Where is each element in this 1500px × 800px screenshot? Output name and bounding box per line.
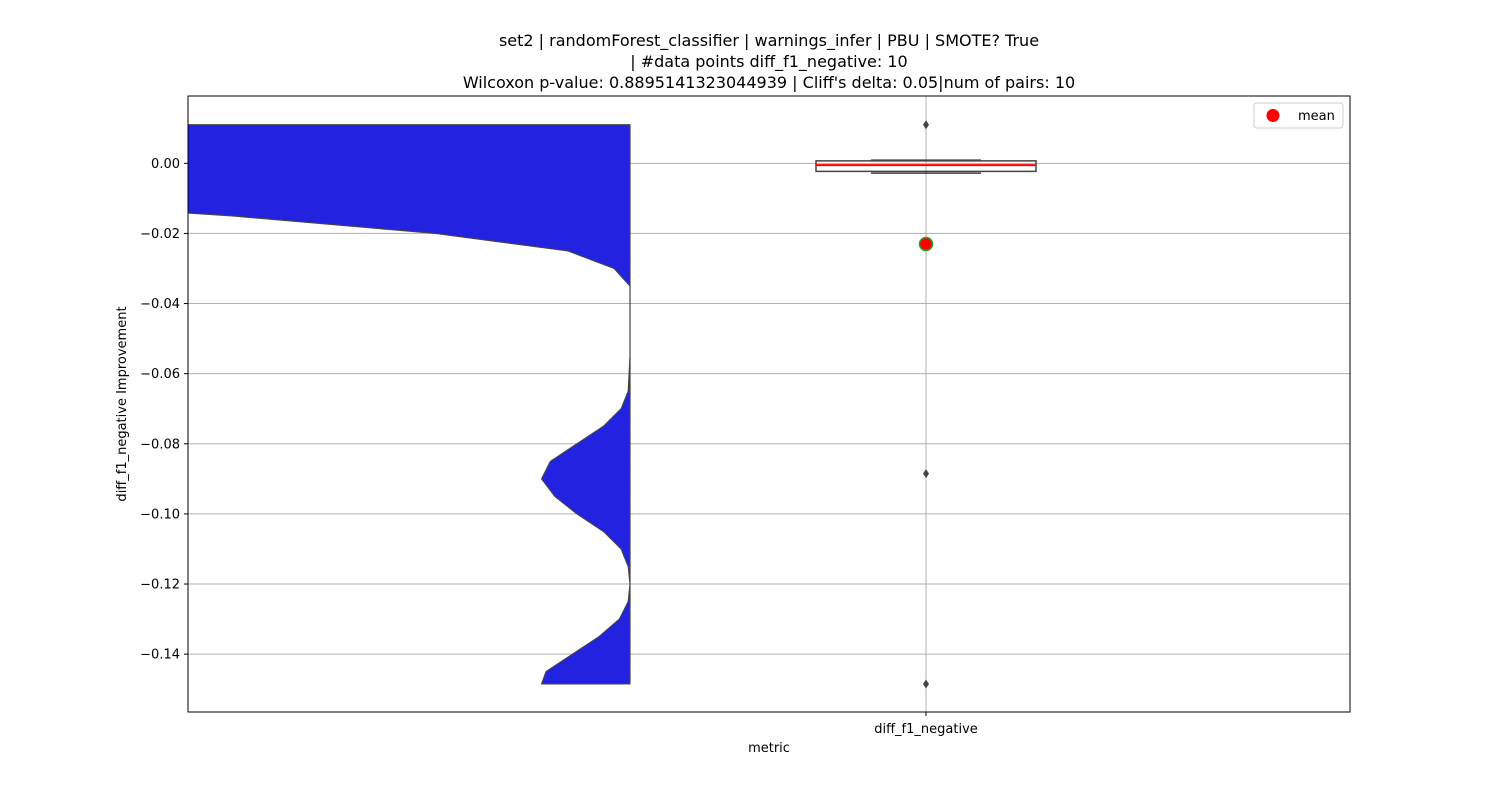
outlier-point (923, 469, 929, 479)
violin-layer (188, 124, 631, 685)
chart-title-line-2: | #data points diff_f1_negative: 10 (630, 52, 908, 71)
y-tick-label: −0.08 (140, 437, 180, 452)
violin-body (188, 124, 631, 685)
mean-marker (918, 236, 934, 252)
x-axis-ticks: diff_f1_negative (874, 712, 978, 737)
chart-title-line-1: set2 | randomForest_classifier | warning… (498, 31, 1040, 50)
y-tick-label: −0.10 (140, 507, 180, 522)
y-tick-label: −0.02 (140, 227, 180, 242)
legend-marker (1266, 109, 1280, 122)
legend-frame (1253, 102, 1344, 129)
legend: mean (1253, 102, 1344, 129)
y-tick-label: −0.04 (140, 297, 180, 312)
y-tick-label: 0.00 (151, 157, 180, 172)
y-axis-label: diff_f1_negative Improvement (115, 306, 130, 501)
x-axis-label: metric (748, 741, 790, 756)
outlier-point (923, 120, 929, 130)
outlier-point (923, 679, 929, 689)
x-tick-label: diff_f1_negative (874, 722, 978, 737)
chart-title-line-3: Wilcoxon p-value: 0.8895141323044939 | C… (462, 73, 1076, 92)
box-iqr (815, 160, 1037, 173)
y-tick-label: −0.06 (140, 367, 180, 382)
plot-frame (187, 95, 1351, 713)
y-axis-ticks: 0.00 −0.02 −0.04 −0.06 −0.08 −0.10 −0.12 −0.14 (140, 157, 188, 663)
y-tick-label: −0.14 (140, 648, 180, 663)
grid-lines (188, 96, 1350, 712)
legend-label: mean (1298, 109, 1335, 124)
box-layer (815, 120, 1037, 689)
y-tick-label: −0.12 (140, 578, 180, 593)
